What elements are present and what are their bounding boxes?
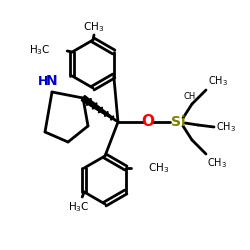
Text: CH$_3$: CH$_3$ [84,20,104,34]
Text: H: H [38,75,48,88]
Text: Si: Si [171,115,185,129]
Text: N: N [46,74,58,88]
Text: O: O [142,114,154,130]
Text: H$_3$C: H$_3$C [29,43,50,57]
Text: CH$_3$: CH$_3$ [208,74,228,88]
Text: CH$_3$: CH$_3$ [148,161,169,175]
Text: H$_3$C: H$_3$C [68,200,90,214]
Text: CH$_3$: CH$_3$ [216,120,236,134]
Text: CH$_3$: CH$_3$ [207,156,227,170]
Text: CH: CH [184,92,196,101]
Polygon shape [81,96,118,122]
